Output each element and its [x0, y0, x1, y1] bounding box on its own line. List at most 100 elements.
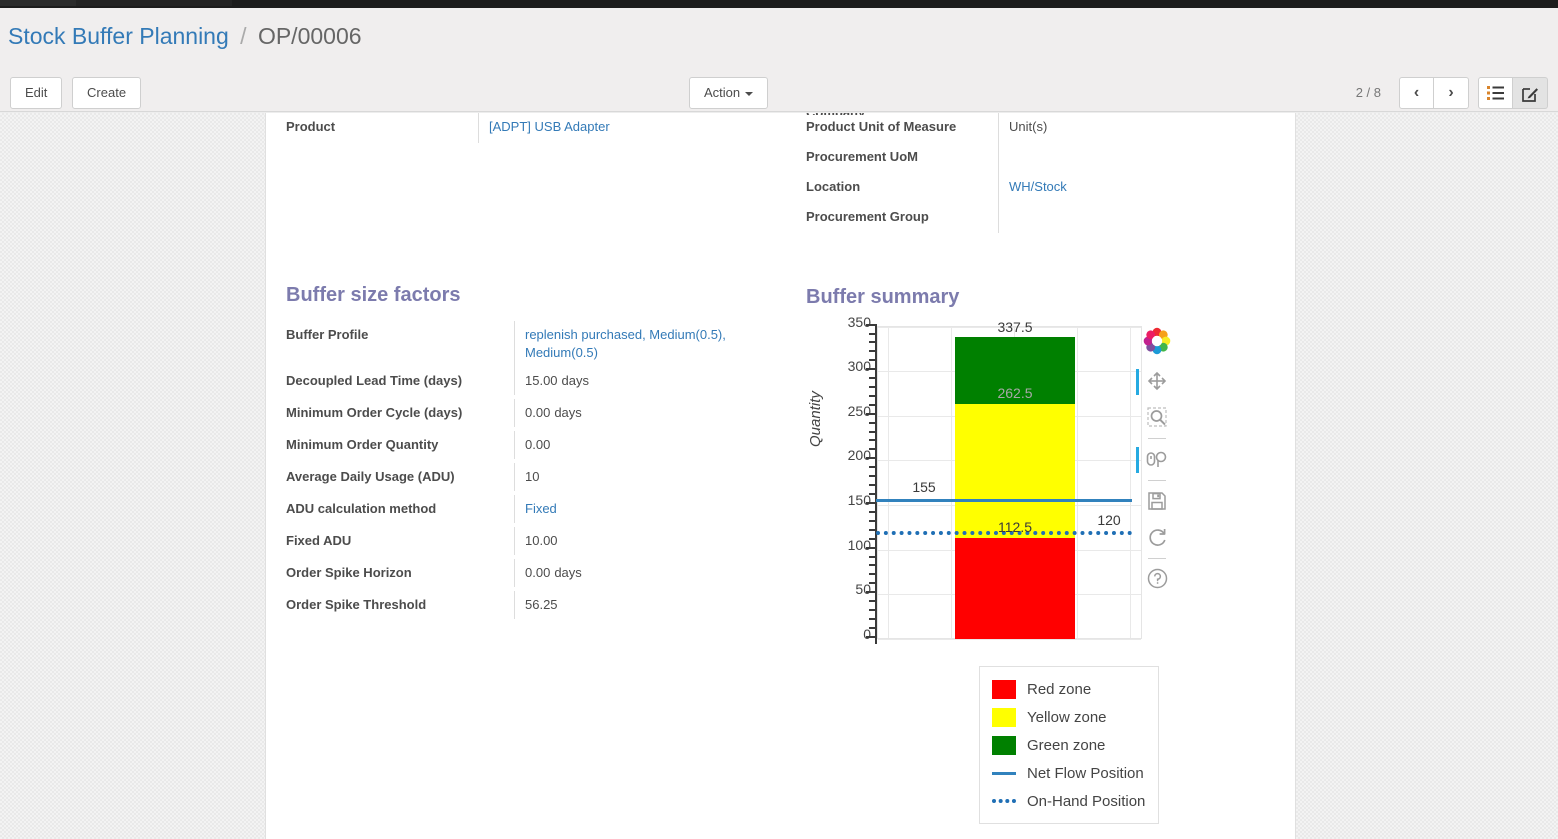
field-label-buffer-profile: Buffer Profile — [286, 327, 369, 342]
field-value-procurement-group — [998, 203, 1276, 233]
field-value-order-spike-threshold: 56.25 — [514, 591, 786, 619]
y-axis-line — [875, 324, 877, 644]
field-label-minimum-order-cycle: Minimum Order Cycle (days) — [286, 405, 463, 420]
legend-item-green-zone[interactable]: Green zone — [992, 731, 1148, 759]
toolbar-separator — [1148, 479, 1166, 481]
legend-item-yellow-zone[interactable]: Yellow zone — [992, 703, 1148, 731]
field-row-location: Location WH/Stock — [806, 173, 1276, 203]
adu-method-link[interactable]: Fixed — [525, 501, 557, 516]
pager: 2 / 8 ‹ › — [1356, 77, 1548, 109]
value-number: 0.00 — [525, 565, 551, 580]
pager-count: 2 / 8 — [1355, 85, 1381, 100]
plot-canvas: Quantity 0 50 100 150 200 250 300 350 — [807, 314, 1171, 651]
chevron-right-icon: › — [1448, 84, 1454, 101]
save-tool-icon[interactable] — [1142, 487, 1172, 516]
bokeh-plot[interactable]: Quantity 0 50 100 150 200 250 300 350 — [807, 314, 1191, 824]
field-value-buffer-profile: replenish purchased, Medium(0.5), Medium… — [514, 321, 786, 367]
chevron-left-icon: ‹ — [1413, 84, 1420, 101]
pager-previous-button[interactable]: ‹ — [1399, 77, 1434, 109]
legend-swatch-dotted-icon — [992, 799, 1016, 803]
buffer-summary-group: Buffer summary Quantity 0 50 100 150 200… — [806, 285, 1276, 824]
field-label-order-spike-threshold: Order Spike Threshold — [286, 597, 427, 612]
wheel-zoom-tool-icon[interactable] — [1136, 445, 1172, 474]
reset-tool-icon[interactable] — [1142, 523, 1172, 552]
field-label-minimum-order-quantity: Minimum Order Quantity — [286, 437, 439, 452]
bar-red-zone[interactable] — [955, 538, 1075, 639]
list-view-icon — [1487, 86, 1504, 100]
legend-label: Yellow zone — [1027, 708, 1107, 726]
gridline-h — [878, 639, 1141, 640]
label-on-hand: 120 — [1097, 512, 1121, 528]
breadcrumb-separator: / — [240, 23, 247, 49]
legend-label: Green zone — [1027, 736, 1106, 754]
field-row-order-spike-threshold: Order Spike Threshold 56.25 — [286, 591, 786, 623]
buffer-summary-title: Buffer summary — [806, 286, 960, 308]
field-value-product: [ADPT] USB Adapter — [478, 113, 786, 143]
y-axis-tick-labels: 0 50 100 150 200 250 300 350 — [825, 314, 871, 642]
view-switcher-group — [1478, 77, 1548, 109]
y-axis-label: Quantity — [807, 391, 824, 447]
label-buffer-top: 337.5 — [997, 319, 1033, 335]
field-value-average-daily-usage: 10 — [514, 463, 786, 491]
y-tick-50: 50 — [855, 581, 871, 597]
pager-next-button[interactable]: › — [1434, 77, 1469, 109]
value-unit: days — [554, 565, 582, 580]
bar-yellow-zone[interactable] — [955, 404, 1075, 538]
y-tick-350: 350 — [847, 314, 871, 330]
edit-button[interactable]: Edit — [10, 77, 63, 109]
view-switcher-form-button[interactable] — [1513, 77, 1548, 109]
action-button-row: Edit Create — [10, 77, 147, 109]
field-row-minimum-order-cycle: Minimum Order Cycle (days) 0.00 days — [286, 399, 786, 431]
y-tick-150: 150 — [847, 492, 871, 508]
field-label-order-spike-horizon: Order Spike Horizon — [286, 565, 412, 580]
label-net-flow: 155 — [912, 479, 936, 495]
product-link[interactable]: [ADPT] USB Adapter — [489, 119, 610, 134]
field-row-minimum-order-quantity: Minimum Order Quantity 0.00 — [286, 431, 786, 463]
field-value-product-uom: Unit(s) — [998, 113, 1276, 143]
field-label-procurement-group: Procurement Group — [806, 209, 929, 224]
breadcrumb-root-link[interactable]: Stock Buffer Planning — [8, 23, 229, 49]
on-hand-position-line — [876, 531, 1132, 535]
view-switcher-list-button[interactable] — [1478, 77, 1513, 109]
field-row-fixed-adu: Fixed ADU 10.00 — [286, 527, 786, 559]
action-dropdown-button[interactable]: Action — [689, 77, 769, 109]
pan-tool-icon[interactable] — [1136, 367, 1172, 396]
y-tick-100: 100 — [847, 537, 871, 553]
gridline-v — [1077, 327, 1078, 638]
field-row-order-spike-horizon: Order Spike Horizon 0.00 days — [286, 559, 786, 591]
y-axis-ticks — [866, 324, 876, 644]
chevron-down-icon — [745, 91, 754, 96]
plot-area[interactable]: 337.5 262.5 112.5 155 120 — [876, 319, 1142, 640]
field-label-product: Product — [286, 119, 336, 134]
action-dropdown-label: Action — [704, 85, 741, 100]
legend-swatch-red-icon — [992, 679, 1016, 699]
create-button[interactable]: Create — [72, 77, 142, 109]
field-value-minimum-order-cycle: 0.00 days — [514, 399, 786, 427]
breadcrumb: Stock Buffer Planning / OP/00006 — [8, 22, 362, 50]
field-label-adu-calculation-method: ADU calculation method — [286, 501, 437, 516]
field-row-buffer-profile: Buffer Profile replenish purchased, Medi… — [286, 321, 786, 367]
help-tool-icon[interactable] — [1142, 565, 1172, 594]
legend-item-net-flow-position[interactable]: Net Flow Position — [992, 759, 1148, 787]
y-tick-200: 200 — [847, 447, 871, 463]
form-sheet: Company Product [ADPT] USB Adapter Produ… — [265, 113, 1296, 839]
field-label-fixed-adu: Fixed ADU — [286, 533, 352, 548]
pager-nav-group: ‹ › — [1399, 77, 1469, 109]
legend-label: On-Hand Position — [1027, 792, 1146, 810]
navbar-brand-segment — [0, 0, 76, 6]
field-value-order-spike-horizon: 0.00 days — [514, 559, 786, 587]
y-tick-300: 300 — [847, 358, 871, 374]
location-link[interactable]: WH/Stock — [1009, 179, 1067, 194]
bar-green-zone[interactable] — [955, 337, 1075, 404]
navbar-menu-segment — [76, 0, 232, 6]
field-row-average-daily-usage: Average Daily Usage (ADU) 10 — [286, 463, 786, 495]
buffer-profile-link[interactable]: replenish purchased, Medium(0.5), Medium… — [525, 327, 726, 360]
box-zoom-tool-icon[interactable] — [1142, 404, 1172, 433]
buffer-size-factors-title: Buffer size factors — [286, 284, 461, 306]
legend-item-on-hand-position[interactable]: On-Hand Position — [992, 787, 1148, 815]
header-field-group: Product [ADPT] USB Adapter Product Unit … — [266, 113, 1295, 248]
legend-item-red-zone[interactable]: Red zone — [992, 675, 1148, 703]
top-navbar — [0, 0, 1558, 8]
field-value-minimum-order-quantity: 0.00 — [514, 431, 786, 459]
toolbar-separator — [1148, 438, 1166, 440]
